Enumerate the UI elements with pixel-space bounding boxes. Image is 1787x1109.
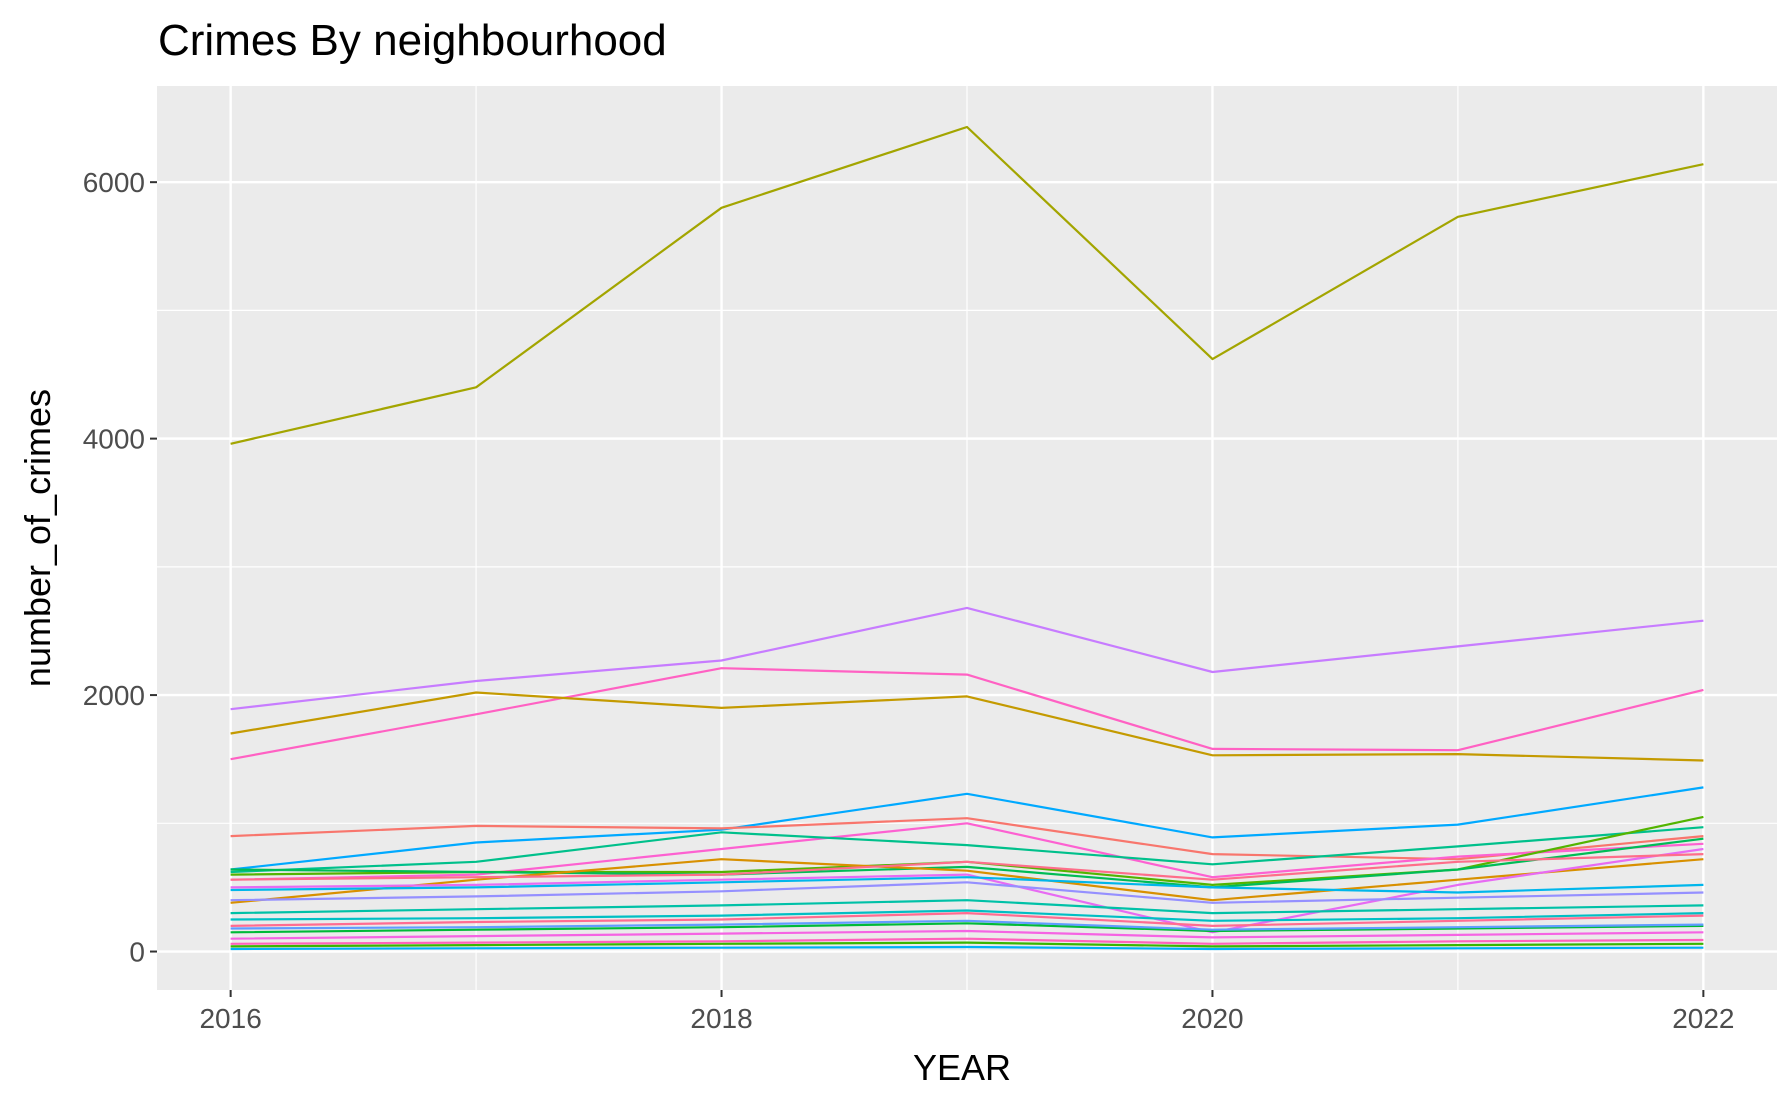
x-tick-label: 2016 [199,1003,261,1034]
series-line-8 [230,826,1704,874]
y-axis: 0 2000 4000 6000 [83,167,157,968]
series-line-6 [230,817,1704,861]
series-line-17 [230,911,1704,928]
series-line-4 [230,691,1704,762]
series-line-2 [230,606,1704,711]
series-lines [230,125,1704,951]
series-line-3 [230,667,1704,761]
y-tick-label: 0 [129,937,145,968]
series-line-14 [230,853,1704,881]
series-line-7 [230,822,1704,881]
series-line-16 [230,899,1704,915]
series-line-13 [230,876,1704,894]
series-line-18 [230,909,1704,922]
series-line-10 [230,837,1704,889]
series-line-1 [230,125,1704,445]
series-line-22 [230,937,1704,945]
y-tick-label: 2000 [83,680,145,711]
y-axis-title: number_of_crimes [17,389,58,687]
x-axis: 2016 2018 2020 2022 [199,990,1735,1034]
series-line-24 [230,945,1704,951]
x-axis-title: YEAR [913,1047,1011,1088]
y-tick-label: 4000 [83,424,145,455]
series-line-15 [230,881,1704,904]
series-line-19 [230,922,1704,934]
x-tick-label: 2018 [690,1003,752,1034]
series-line-21 [230,929,1704,940]
series-line-23 [230,941,1704,948]
y-tick-label: 6000 [83,167,145,198]
x-tick-label: 2020 [1181,1003,1243,1034]
series-line-11 [230,858,1704,904]
series-line-5 [230,786,1704,871]
chart-title: Crimes By neighbourhood [158,16,667,65]
series-line-12 [230,847,1704,934]
series-line-20 [230,919,1704,931]
x-tick-label: 2022 [1672,1003,1734,1034]
